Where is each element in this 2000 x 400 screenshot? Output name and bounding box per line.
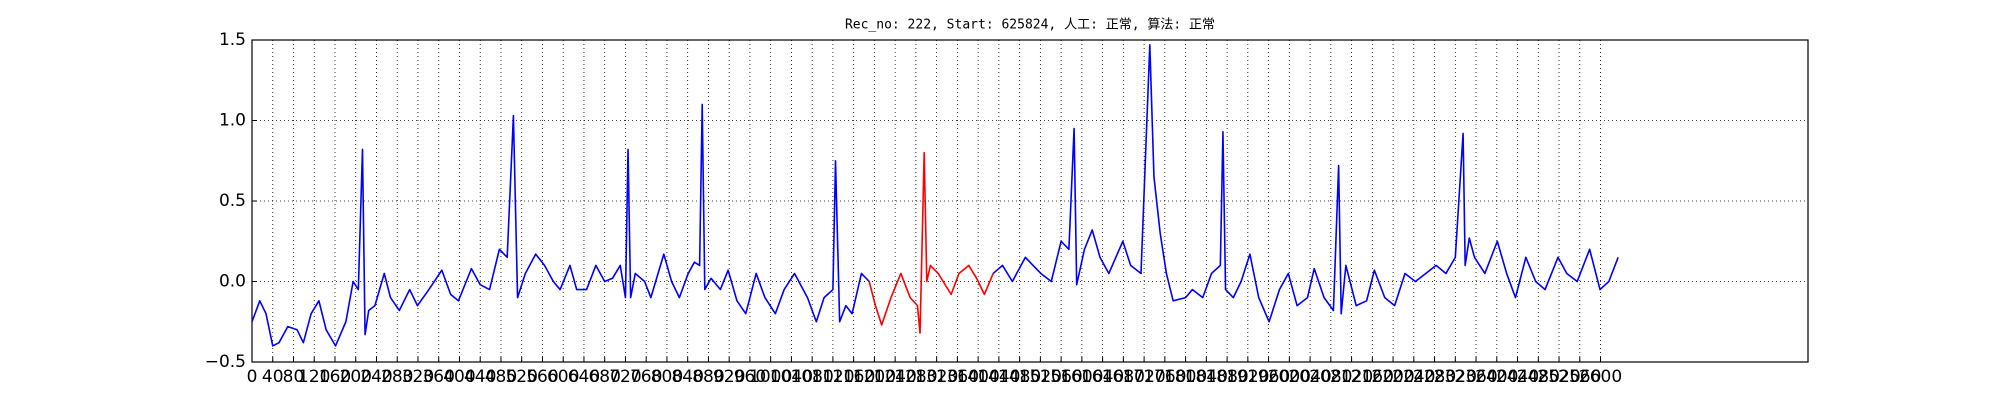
x-tick-label: 2120 (1330, 367, 1373, 387)
x-tick-label: 40 (262, 367, 284, 387)
x-tick-label: 1560 (1039, 367, 1082, 387)
series-line (251, 44, 1619, 347)
x-tick-label: 1680 (1102, 367, 1145, 387)
x-tick-label: 1240 (874, 367, 917, 387)
x-tick-label: 1720 (1122, 367, 1165, 387)
x-tick-label: 280 (381, 367, 413, 387)
x-tick-label: 1480 (998, 367, 1041, 387)
x-tick-label: 1360 (936, 367, 979, 387)
x-tick-label: 160 (319, 367, 351, 387)
x-tick-label: 1800 (1164, 367, 1207, 387)
x-tick-label: 800 (651, 367, 683, 387)
x-tick-label: 120 (298, 367, 330, 387)
x-tick-label: 200 (340, 367, 372, 387)
x-tick-label: 400 (443, 367, 475, 387)
x-tick-label: 1440 (977, 367, 1020, 387)
x-tick-label: 760 (630, 367, 662, 387)
x-tick-label: 1880 (1205, 367, 1248, 387)
x-tick-label: 1640 (1081, 367, 1124, 387)
x-tick-label: 2080 (1309, 367, 1352, 387)
y-tick-label: 0.5 (219, 191, 246, 211)
x-tick-label: 1000 (749, 367, 792, 387)
x-tick-label: 600 (547, 367, 579, 387)
y-tick-label: −0.5 (205, 352, 246, 372)
x-tick-label: 360 (422, 367, 454, 387)
x-tick-label: 2200 (1371, 367, 1414, 387)
chart-title: Rec_no: 222, Start: 625824, 人工: 正常, 算法: … (845, 18, 1215, 33)
x-tick-label: 2040 (1288, 367, 1331, 387)
x-tick-label: 840 (671, 367, 703, 387)
x-tick-label: 1400 (957, 367, 1000, 387)
x-tick-label: 2560 (1558, 367, 1601, 387)
x-tick-label: 720 (609, 367, 641, 387)
x-tick-label: 1320 (915, 367, 958, 387)
y-tick-label: 1.5 (219, 30, 246, 50)
x-tick-label: 960 (734, 367, 766, 387)
x-tick-label: 2400 (1475, 367, 1518, 387)
x-tick-label: 1960 (1247, 367, 1290, 387)
x-tick-label: 1200 (853, 367, 896, 387)
series-line (868, 151, 994, 334)
x-tick-label: 1280 (894, 367, 937, 387)
x-tick-label: 1520 (1019, 367, 1062, 387)
x-tick-label: 1600 (1060, 367, 1103, 387)
x-tick-label: 2600 (1579, 367, 1622, 387)
x-tick-label: 2000 (1268, 367, 1311, 387)
x-tick-label: 440 (464, 367, 496, 387)
x-tick-label: 2360 (1454, 367, 1497, 387)
x-tick-label: 80 (283, 367, 305, 387)
x-tick-label: 2240 (1392, 367, 1435, 387)
x-tick-label: 880 (692, 367, 724, 387)
x-tick-label: 480 (485, 367, 517, 387)
x-tick-label: 2160 (1351, 367, 1394, 387)
x-tick-label: 0 (247, 367, 258, 387)
x-tick-label: 1080 (791, 367, 834, 387)
x-tick-label: 1840 (1185, 367, 1228, 387)
x-tick-label: 2480 (1517, 367, 1560, 387)
x-tick-label: 1040 (770, 367, 813, 387)
x-tick-label: 2440 (1496, 367, 1539, 387)
x-tick-label: 2320 (1434, 367, 1477, 387)
x-tick-label: 2520 (1537, 367, 1580, 387)
x-tick-label: 560 (526, 367, 558, 387)
x-tick-label: 320 (402, 367, 434, 387)
x-tick-label: 1760 (1143, 367, 1186, 387)
x-tick-label: 1160 (832, 367, 875, 387)
x-tick-label: 680 (588, 367, 620, 387)
y-tick-label: 1.0 (219, 111, 246, 131)
x-tick-label: 1920 (1226, 367, 1269, 387)
x-tick-label: 2280 (1413, 367, 1456, 387)
y-tick-label: 0.0 (219, 272, 246, 292)
x-tick-label: 520 (505, 367, 537, 387)
x-tick-label: 640 (568, 367, 600, 387)
x-tick-label: 240 (360, 367, 392, 387)
x-tick-label: 1120 (811, 367, 854, 387)
x-tick-label: 920 (713, 367, 745, 387)
